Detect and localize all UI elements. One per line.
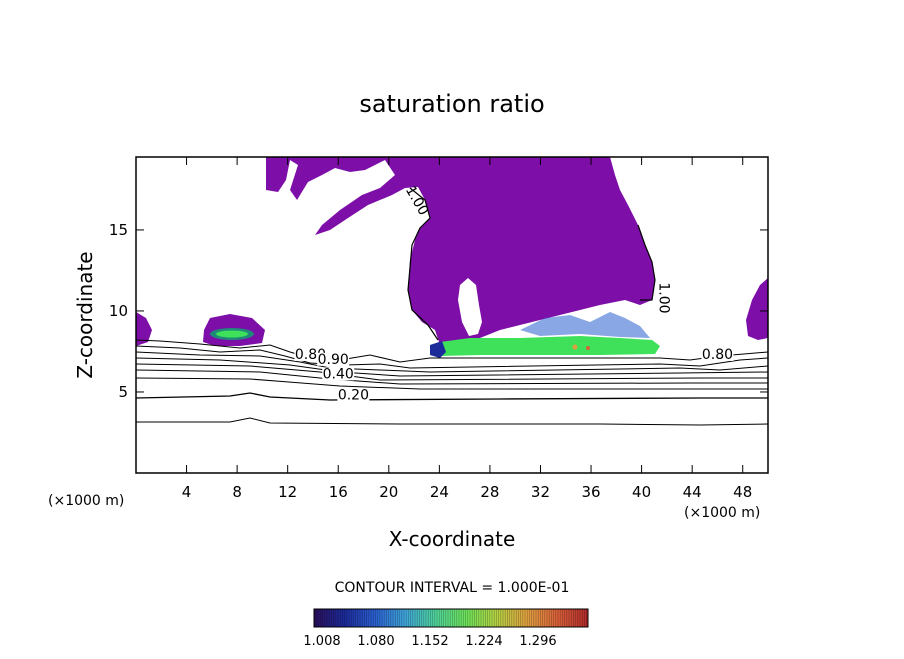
contour-0.20	[136, 392, 768, 401]
plot-frame	[135, 156, 769, 474]
contour-label-bg	[337, 388, 370, 402]
plot-area: 1.001.000.800.900.400.200.80	[136, 157, 768, 426]
x-tick-label: 44	[683, 483, 702, 501]
colorbar-tick-label: 1.152	[411, 634, 448, 649]
x-axis-label: X-coordinate	[389, 527, 516, 551]
colorbar-tick-label: 1.296	[519, 634, 556, 649]
contour-1.00	[407, 187, 656, 341]
y-tick-label: 15	[109, 221, 128, 239]
colorbar-labels: 1.008 1.080 1.152 1.224 1.296	[303, 634, 556, 649]
colorbar: 1.008 1.080 1.152 1.224 1.296	[303, 608, 589, 649]
contour-label: 0.80	[702, 347, 733, 363]
x-tick-label: 48	[733, 483, 752, 501]
x-tick-label: 16	[329, 483, 348, 501]
contour-label-bg	[317, 352, 350, 366]
x-tick-label: 12	[278, 483, 297, 501]
x-tick-label: 24	[430, 483, 449, 501]
supersaturation-regions	[136, 157, 768, 358]
colorbar-tick-label: 1.008	[303, 634, 340, 649]
chart-title: saturation ratio	[359, 90, 544, 118]
y-axis-label: Z-coordinate	[73, 251, 97, 378]
left-edge-cloud	[136, 312, 152, 346]
high-value-spot-2	[586, 346, 590, 350]
small-cloud-x7-peak	[216, 330, 248, 338]
high-value-spot	[572, 344, 578, 350]
cloud-base-band-top	[520, 312, 650, 338]
cloud-base-band	[440, 336, 660, 356]
x-tick-label: 32	[531, 483, 550, 501]
y-tick-label: 10	[109, 302, 128, 320]
contour-label-bg	[322, 367, 355, 381]
x-unit-label-left: (×1000 m)	[48, 493, 124, 509]
x-unit-label-right: (×1000 m)	[684, 505, 760, 521]
colorbar-hatching	[315, 609, 587, 627]
contour-0.30	[136, 377, 768, 390]
contour-0.40	[136, 369, 768, 385]
contour-label-bg	[701, 347, 734, 361]
contour-interval-text: CONTOUR INTERVAL = 1.000E-01	[335, 580, 570, 596]
contour-label: 0.40	[323, 366, 354, 382]
colorbar-tick-label: 1.224	[465, 634, 502, 649]
x-tick-label: 36	[581, 483, 600, 501]
x-tick-label: 8	[232, 483, 242, 501]
contour-label: 0.20	[338, 387, 369, 403]
x-tick-label: 20	[379, 483, 398, 501]
contour-0.70	[136, 351, 768, 373]
x-tick-label: 28	[480, 483, 499, 501]
contour-lines	[136, 187, 768, 426]
y-tick-label: 5	[118, 383, 128, 401]
cloud-hole	[458, 278, 482, 336]
colorbar-fill	[313, 608, 589, 628]
contour-label: 1.00	[656, 282, 672, 313]
contour-0.10	[136, 417, 768, 426]
y-axis-ticks: 5 10 15	[109, 221, 768, 401]
x-axis-ticks: 4 8 12 16 20 24 28 32 36 40 44 48	[182, 157, 752, 501]
main-cloud-region	[266, 157, 655, 345]
contour-label: 0.90	[318, 352, 349, 368]
x-tick-label: 40	[632, 483, 651, 501]
x-tick-label: 4	[182, 483, 192, 501]
colorbar-tick-label: 1.080	[357, 634, 394, 649]
right-edge-cloud	[746, 278, 768, 340]
cloud-base-left-cap	[430, 341, 446, 358]
